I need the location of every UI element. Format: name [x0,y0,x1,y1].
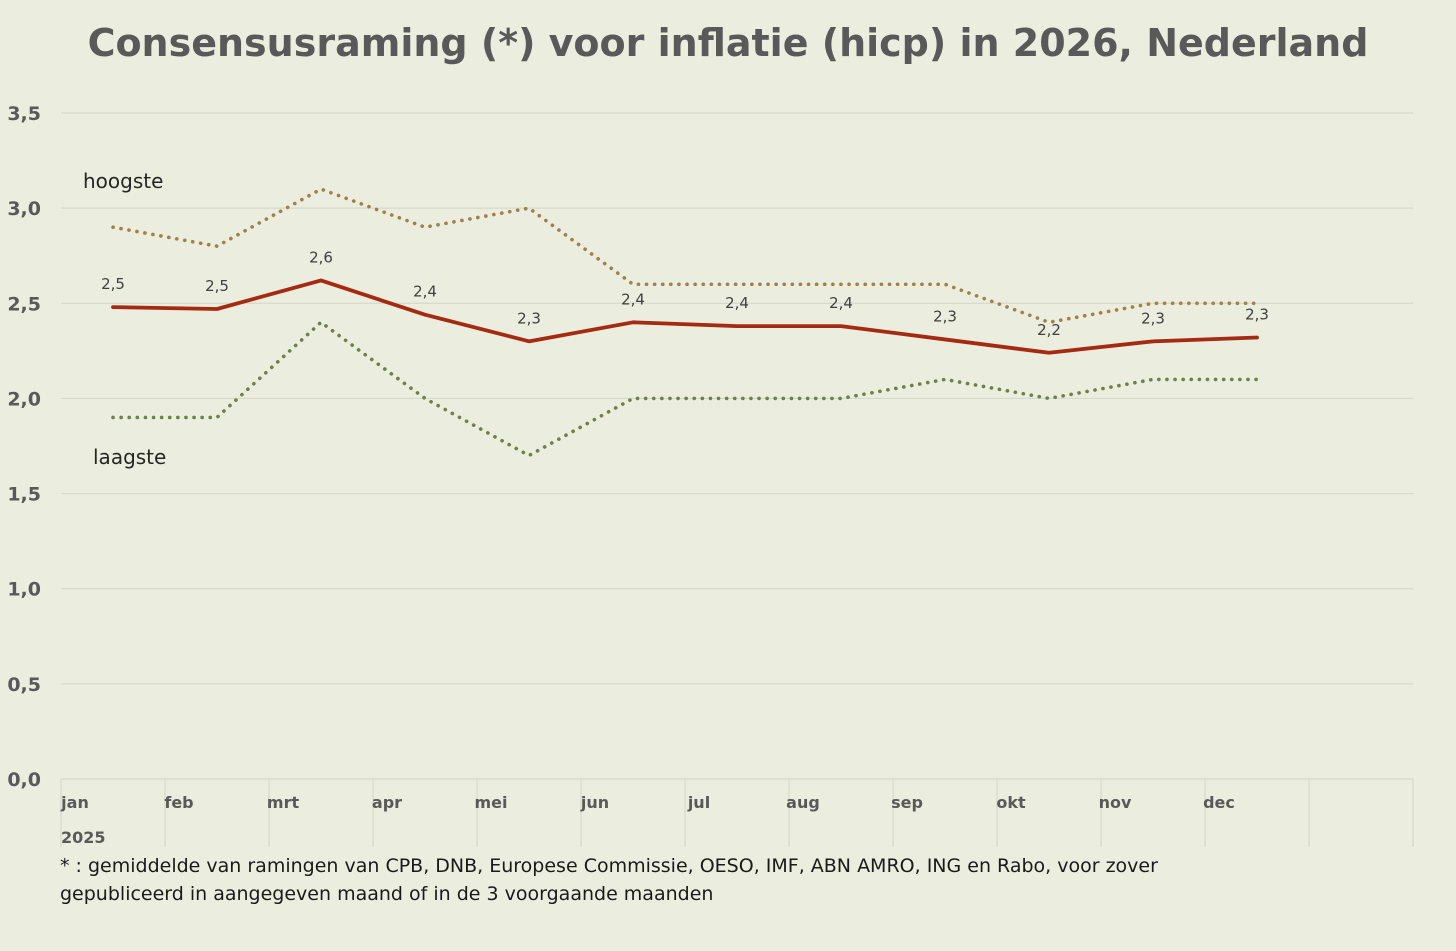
data-label: 2,5 [101,275,125,293]
footnote-line-1: * : gemiddelde van ramingen van CPB, DNB… [60,855,1158,877]
data-label: 2,4 [621,290,645,308]
data-label: 2,4 [829,294,853,312]
data-label: 2,2 [1037,321,1061,339]
series-lines [111,187,1259,458]
x-tick-label: jun [580,793,609,812]
x-axis-year-label: 2025 [61,828,106,847]
x-tick-label: mrt [267,793,300,812]
y-tick-label: 0,0 [7,769,41,791]
x-tick-label: nov [1099,793,1132,812]
series-line-laagste [111,320,1259,458]
y-tick-label: 2,0 [7,388,41,410]
x-tick-label: feb [164,793,193,812]
data-label: 2,3 [933,307,957,325]
x-tick-label: apr [372,793,402,812]
data-label: 2,3 [1141,309,1165,327]
y-tick-label: 3,0 [7,198,41,220]
y-tick-label: 3,5 [7,103,41,125]
data-labels: 2,5 2,5 2,6 2,4 2,3 2,4 2,4 2,4 2,3 2,2 2,3 2,3 [101,248,1269,338]
data-label: 2,3 [1245,306,1269,324]
data-label: 2,6 [309,248,333,266]
gridlines [61,112,1413,780]
data-label: 2,5 [205,277,229,295]
x-tick-label: mei [474,793,507,812]
x-tick-label: aug [786,793,820,812]
x-tick-label: sep [891,793,923,812]
chart-title: Consensusraming (*) voor inflatie (hicp)… [88,21,1369,65]
series-line-consensus [111,278,1259,355]
data-label: 2,4 [725,294,749,312]
x-tick-label: okt [996,793,1026,812]
y-tick-label: 1,0 [7,579,41,601]
y-tick-label: 1,5 [7,484,41,506]
series-label-hoogste: hoogste [83,169,163,193]
series-label-laagste: laagste [93,445,166,469]
data-label: 2,4 [413,283,437,301]
y-tick-label: 2,5 [7,293,41,315]
x-tick-label: dec [1203,793,1235,812]
data-label: 2,3 [517,309,541,327]
x-tick-label: jul [687,793,710,812]
y-tick-label: 0,5 [7,674,41,696]
x-tick-label: jan [60,793,89,812]
series-line-hoogste [111,187,1259,325]
footnote-line-2: gepubliceerd in aangegeven maand of in d… [60,883,713,905]
axes: 0,0 0,5 1,0 1,5 2,0 2,5 3,0 3,5 jan feb mrt apr mei j… [7,103,1414,847]
